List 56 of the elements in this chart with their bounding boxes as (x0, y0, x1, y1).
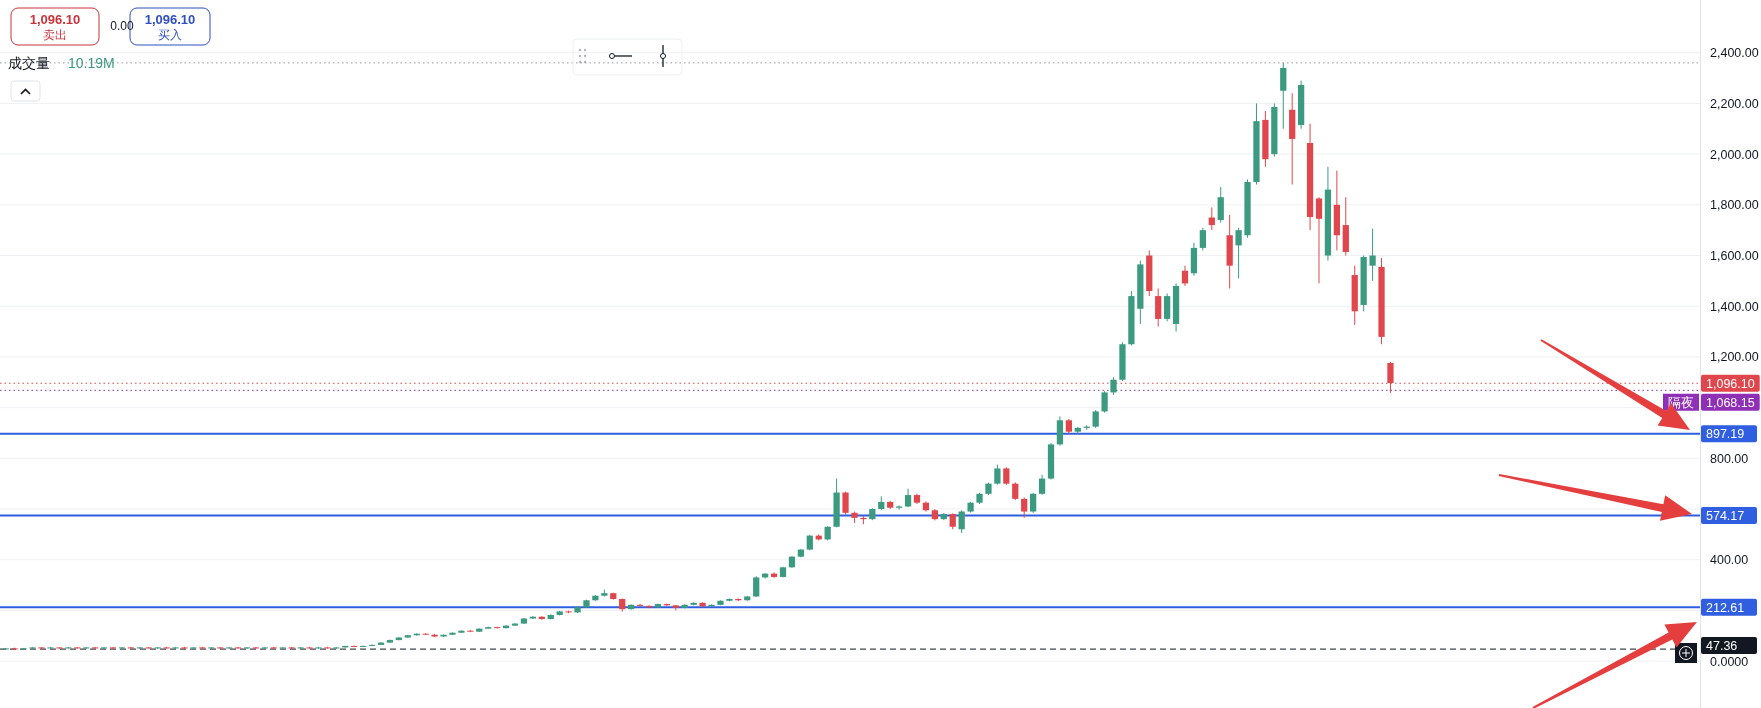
candlestick (1199, 227, 1206, 251)
ref-line-label: 212.61 (1706, 600, 1745, 615)
y-tick-label: 800.00 (1710, 451, 1749, 466)
annotation: 买入 (158, 28, 182, 42)
candlestick (958, 509, 965, 534)
candlestick (904, 488, 912, 508)
candlestick (261, 646, 268, 650)
candlestick (252, 646, 260, 650)
candlestick (243, 646, 251, 650)
candlestick (1101, 390, 1108, 414)
candlestick (842, 491, 849, 516)
candlestick (109, 646, 117, 650)
ref-line-label: 1,096.10 (1706, 376, 1755, 391)
annotation: 1,096.10 (144, 12, 196, 27)
y-tick-label: 1,600.00 (1710, 249, 1759, 264)
candlestick (994, 464, 1001, 486)
y-tick-label: 1,400.00 (1710, 299, 1759, 314)
candlestick (1030, 492, 1037, 514)
candlestick (1280, 62, 1287, 130)
candlestick (1208, 206, 1215, 231)
annotation: 隔夜 (1668, 394, 1694, 410)
candlestick (1021, 497, 1028, 519)
legend-label: 1,068.15 (1706, 395, 1755, 410)
y-tick-label: 0.0000 (1710, 654, 1749, 669)
candlestick (92, 646, 99, 650)
annotation: 0.00 (110, 19, 134, 33)
y-tick-label: 1,800.00 (1710, 198, 1759, 213)
candlestick (896, 504, 903, 511)
ref-line-label: 574.17 (1706, 508, 1745, 523)
candlestick (234, 646, 242, 650)
candlestick (1315, 196, 1323, 284)
y-tick-label: 2,400.00 (1710, 46, 1759, 61)
ref-line-label: 897.19 (1706, 427, 1745, 442)
candlestick (118, 646, 126, 650)
annotation: 1,096.10 (29, 12, 81, 27)
annotation: 卖出 (43, 28, 67, 42)
y-tick-label: 400.00 (1710, 553, 1749, 568)
candlestick (1369, 228, 1376, 282)
candlestick (100, 646, 108, 650)
candlestick (127, 646, 134, 650)
candlestick (1038, 474, 1046, 496)
annotation: 成交量 (8, 55, 50, 71)
candlestick (1181, 265, 1189, 287)
y-tick-label: 2,000.00 (1710, 147, 1759, 162)
candlestick (753, 575, 760, 598)
candlestick (226, 646, 233, 650)
ref-line-label: 47.36 (1706, 638, 1738, 653)
candlestick (636, 603, 644, 608)
y-tick-label: 2,200.00 (1710, 96, 1759, 111)
annotation: 10.19M (68, 55, 115, 71)
candlestick (1155, 287, 1162, 327)
candlestick (1164, 293, 1171, 322)
candlestick (368, 643, 376, 647)
y-tick-label: 1,200.00 (1710, 350, 1759, 365)
candlestick (1235, 227, 1242, 279)
candlestick (1217, 186, 1224, 224)
